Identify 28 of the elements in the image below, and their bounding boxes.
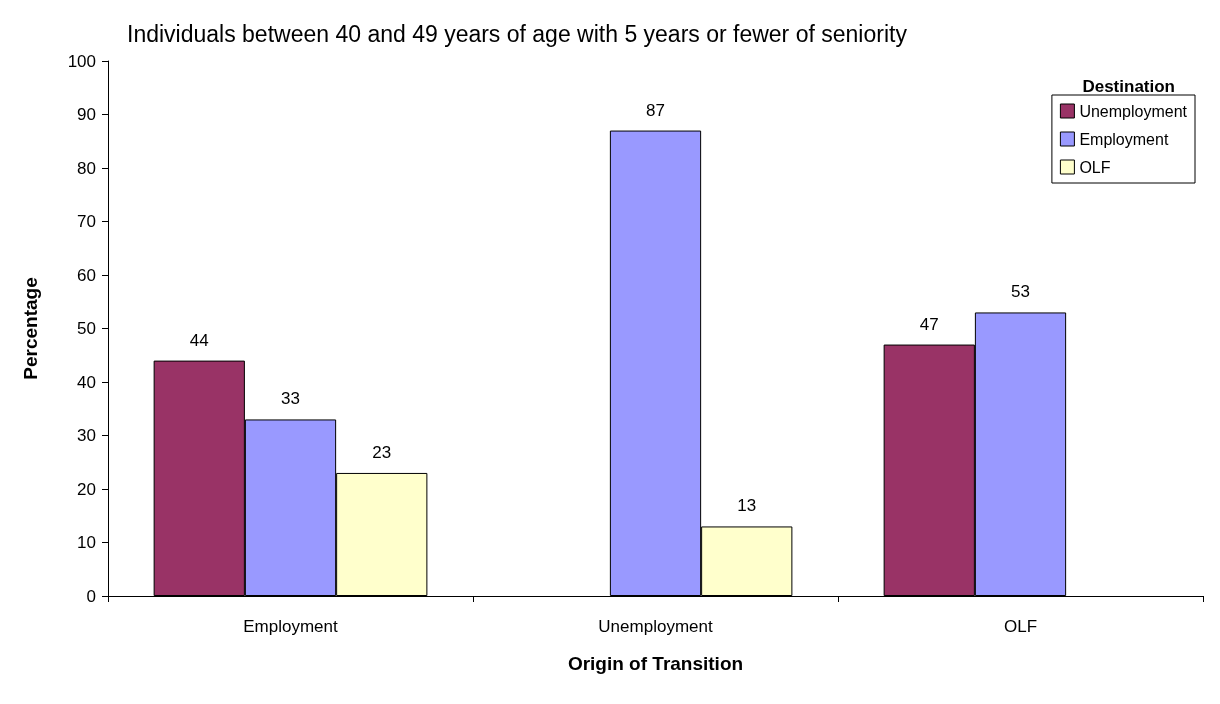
y-tick-label: 10 bbox=[77, 533, 96, 552]
legend-label: Unemployment bbox=[1079, 102, 1188, 120]
x-tick-label: OLF bbox=[1003, 617, 1038, 636]
x-tick-label: Unemployment bbox=[598, 617, 713, 636]
data-label: 47 bbox=[919, 314, 939, 334]
data-label: 53 bbox=[1011, 282, 1030, 302]
y-tick-label: 0 bbox=[86, 586, 96, 606]
y-tick-label: 60 bbox=[77, 265, 96, 285]
legend-label: Employment bbox=[1079, 130, 1169, 148]
y-tick-label: 20 bbox=[77, 479, 96, 499]
y-tick-label: 80 bbox=[77, 158, 96, 178]
data-label: 44 bbox=[189, 330, 209, 350]
chart-subtitle: Individuals between 40 and 49 years of age with 5 years or fewer of seniority bbox=[127, 20, 908, 47]
data-label: 33 bbox=[281, 389, 300, 409]
data-label: 13 bbox=[737, 496, 757, 516]
x-axis-title: Origin of Transition bbox=[567, 653, 744, 674]
data-label: 23 bbox=[372, 442, 392, 462]
y-tick-label: 40 bbox=[77, 372, 96, 392]
data-label: 87 bbox=[646, 100, 665, 120]
x-tick-label: Employment bbox=[243, 617, 339, 636]
y-axis-title: Percentage bbox=[20, 277, 41, 380]
y-tick-label: 100 bbox=[67, 51, 96, 71]
y-tick-label: 50 bbox=[77, 319, 96, 338]
legend-title: Destination bbox=[1082, 77, 1175, 96]
y-tick-label: 30 bbox=[77, 426, 96, 445]
y-tick-label: 90 bbox=[77, 105, 96, 124]
legend-label: OLF bbox=[1079, 158, 1111, 176]
y-tick-label: 70 bbox=[77, 212, 96, 231]
